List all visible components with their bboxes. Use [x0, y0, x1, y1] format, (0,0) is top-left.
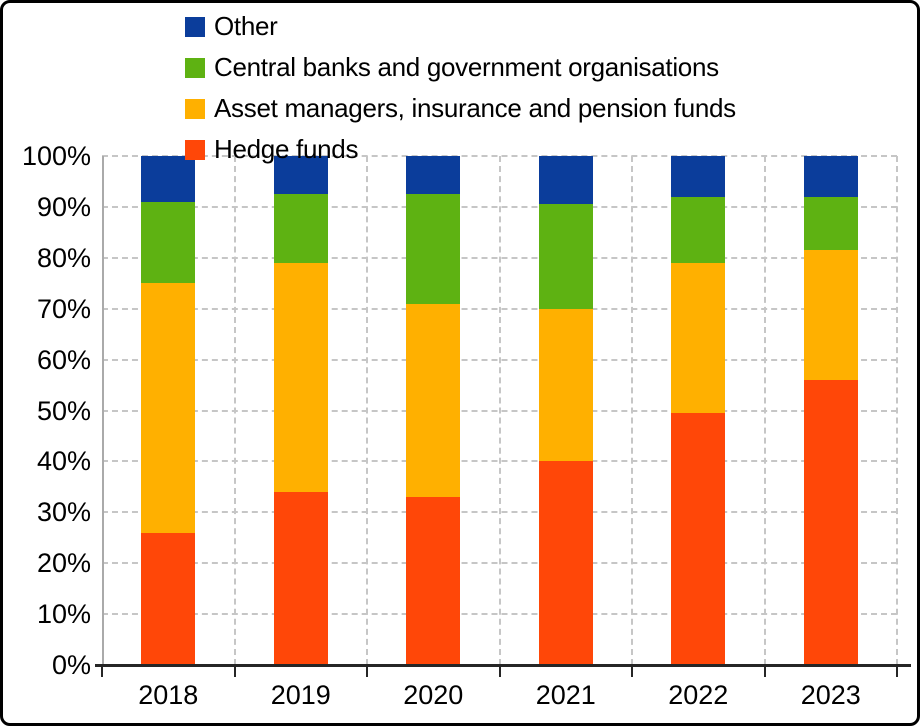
- x-tick-label-2022: 2022: [668, 680, 729, 710]
- legend-item-central-banks: Central banks and government organisatio…: [185, 52, 736, 83]
- legend-label: Asset managers, insurance and pension fu…: [214, 93, 736, 123]
- bar-2023-hedge-funds: [803, 379, 858, 665]
- y-tick-label-50: 50%: [36, 395, 91, 426]
- legend-item-other: Other: [185, 11, 736, 42]
- bar-2018-central-banks-and-government-organisations: [141, 201, 196, 284]
- bar-2021-central-banks-and-government-organisations: [538, 204, 593, 309]
- legend-swatch-icon: [185, 57, 205, 78]
- y-tick-label-70: 70%: [36, 293, 91, 324]
- legend-label: Central banks and government organisatio…: [214, 52, 719, 82]
- bar-2022-other: [671, 156, 726, 197]
- x-tick-label-2020: 2020: [403, 680, 464, 710]
- y-tick-label-90: 90%: [36, 191, 91, 222]
- bar-2022-central-banks-and-government-organisations: [671, 196, 726, 263]
- gridline-v-2: [366, 156, 368, 665]
- legend-label: Hedge funds: [214, 134, 359, 164]
- y-tick-label-80: 80%: [36, 242, 91, 273]
- x-tick-mark-6: [896, 665, 898, 677]
- bar-2019-asset-managers-insurance-and-pension-funds: [273, 262, 328, 492]
- gridline-v-5: [763, 156, 766, 665]
- bar-2023-central-banks-and-government-organisations: [803, 196, 858, 251]
- bar-2022-asset-managers-insurance-and-pension-funds: [671, 262, 726, 414]
- x-tick-mark-1: [233, 665, 236, 677]
- bar-2018-hedge-funds: [141, 532, 196, 665]
- y-tick-label-10: 10%: [36, 599, 91, 630]
- x-axis-line: [95, 664, 911, 667]
- y-axis-line: [102, 156, 104, 665]
- plot-area: [102, 155, 898, 665]
- legend-swatch-icon: [185, 139, 205, 160]
- gridline-v-4: [631, 156, 633, 665]
- x-tick-label-2019: 2019: [270, 680, 331, 710]
- bar-2021-hedge-funds: [538, 461, 593, 665]
- bar-2020-other: [406, 156, 461, 195]
- legend-item-hedge-funds: Hedge funds: [185, 134, 736, 165]
- legend-item-asset-managers: Asset managers, insurance and pension fu…: [185, 93, 736, 124]
- y-tick-label-40: 40%: [36, 446, 91, 477]
- stacked-bar-chart: Other Central banks and government organ…: [3, 3, 917, 723]
- bar-2018-asset-managers-insurance-and-pension-funds: [141, 283, 196, 533]
- gridline-v-1: [233, 156, 236, 665]
- bar-2019-hedge-funds: [273, 491, 328, 665]
- bar-2022-hedge-funds: [671, 413, 726, 665]
- legend-swatch-icon: [185, 98, 205, 119]
- bar-2021-other: [538, 156, 593, 205]
- legend-label: Other: [214, 11, 278, 41]
- bar-2019-other: [273, 156, 328, 195]
- y-tick-label-30: 30%: [36, 497, 91, 528]
- x-tick-mark-3: [498, 665, 501, 677]
- y-tick-label-100: 100%: [21, 141, 91, 171]
- bar-2023-other: [803, 156, 858, 197]
- x-tick-mark-4: [631, 665, 633, 677]
- y-tick-label-60: 60%: [36, 344, 91, 375]
- chart-legend: Other Central banks and government organ…: [185, 11, 736, 165]
- bar-2018-other: [141, 156, 196, 202]
- bar-2020-central-banks-and-government-organisations: [406, 194, 461, 304]
- x-tick-mark-0: [101, 665, 103, 677]
- x-tick-mark-5: [763, 665, 766, 677]
- x-tick-label-2018: 2018: [138, 680, 199, 710]
- gridline-v-3: [498, 156, 501, 665]
- x-tick-mark-2: [366, 665, 368, 677]
- x-tick-label-2021: 2021: [535, 680, 596, 710]
- bar-2023-asset-managers-insurance-and-pension-funds: [803, 250, 858, 380]
- gridline-v-6: [896, 156, 898, 665]
- y-tick-label-0: 0%: [51, 650, 91, 680]
- bar-2020-asset-managers-insurance-and-pension-funds: [406, 303, 461, 498]
- bar-2021-asset-managers-insurance-and-pension-funds: [538, 308, 593, 462]
- bar-2019-central-banks-and-government-organisations: [273, 194, 328, 263]
- bar-2020-hedge-funds: [406, 497, 461, 665]
- x-tick-label-2023: 2023: [800, 680, 861, 710]
- y-tick-label-20: 20%: [36, 548, 91, 579]
- legend-swatch-icon: [185, 16, 205, 37]
